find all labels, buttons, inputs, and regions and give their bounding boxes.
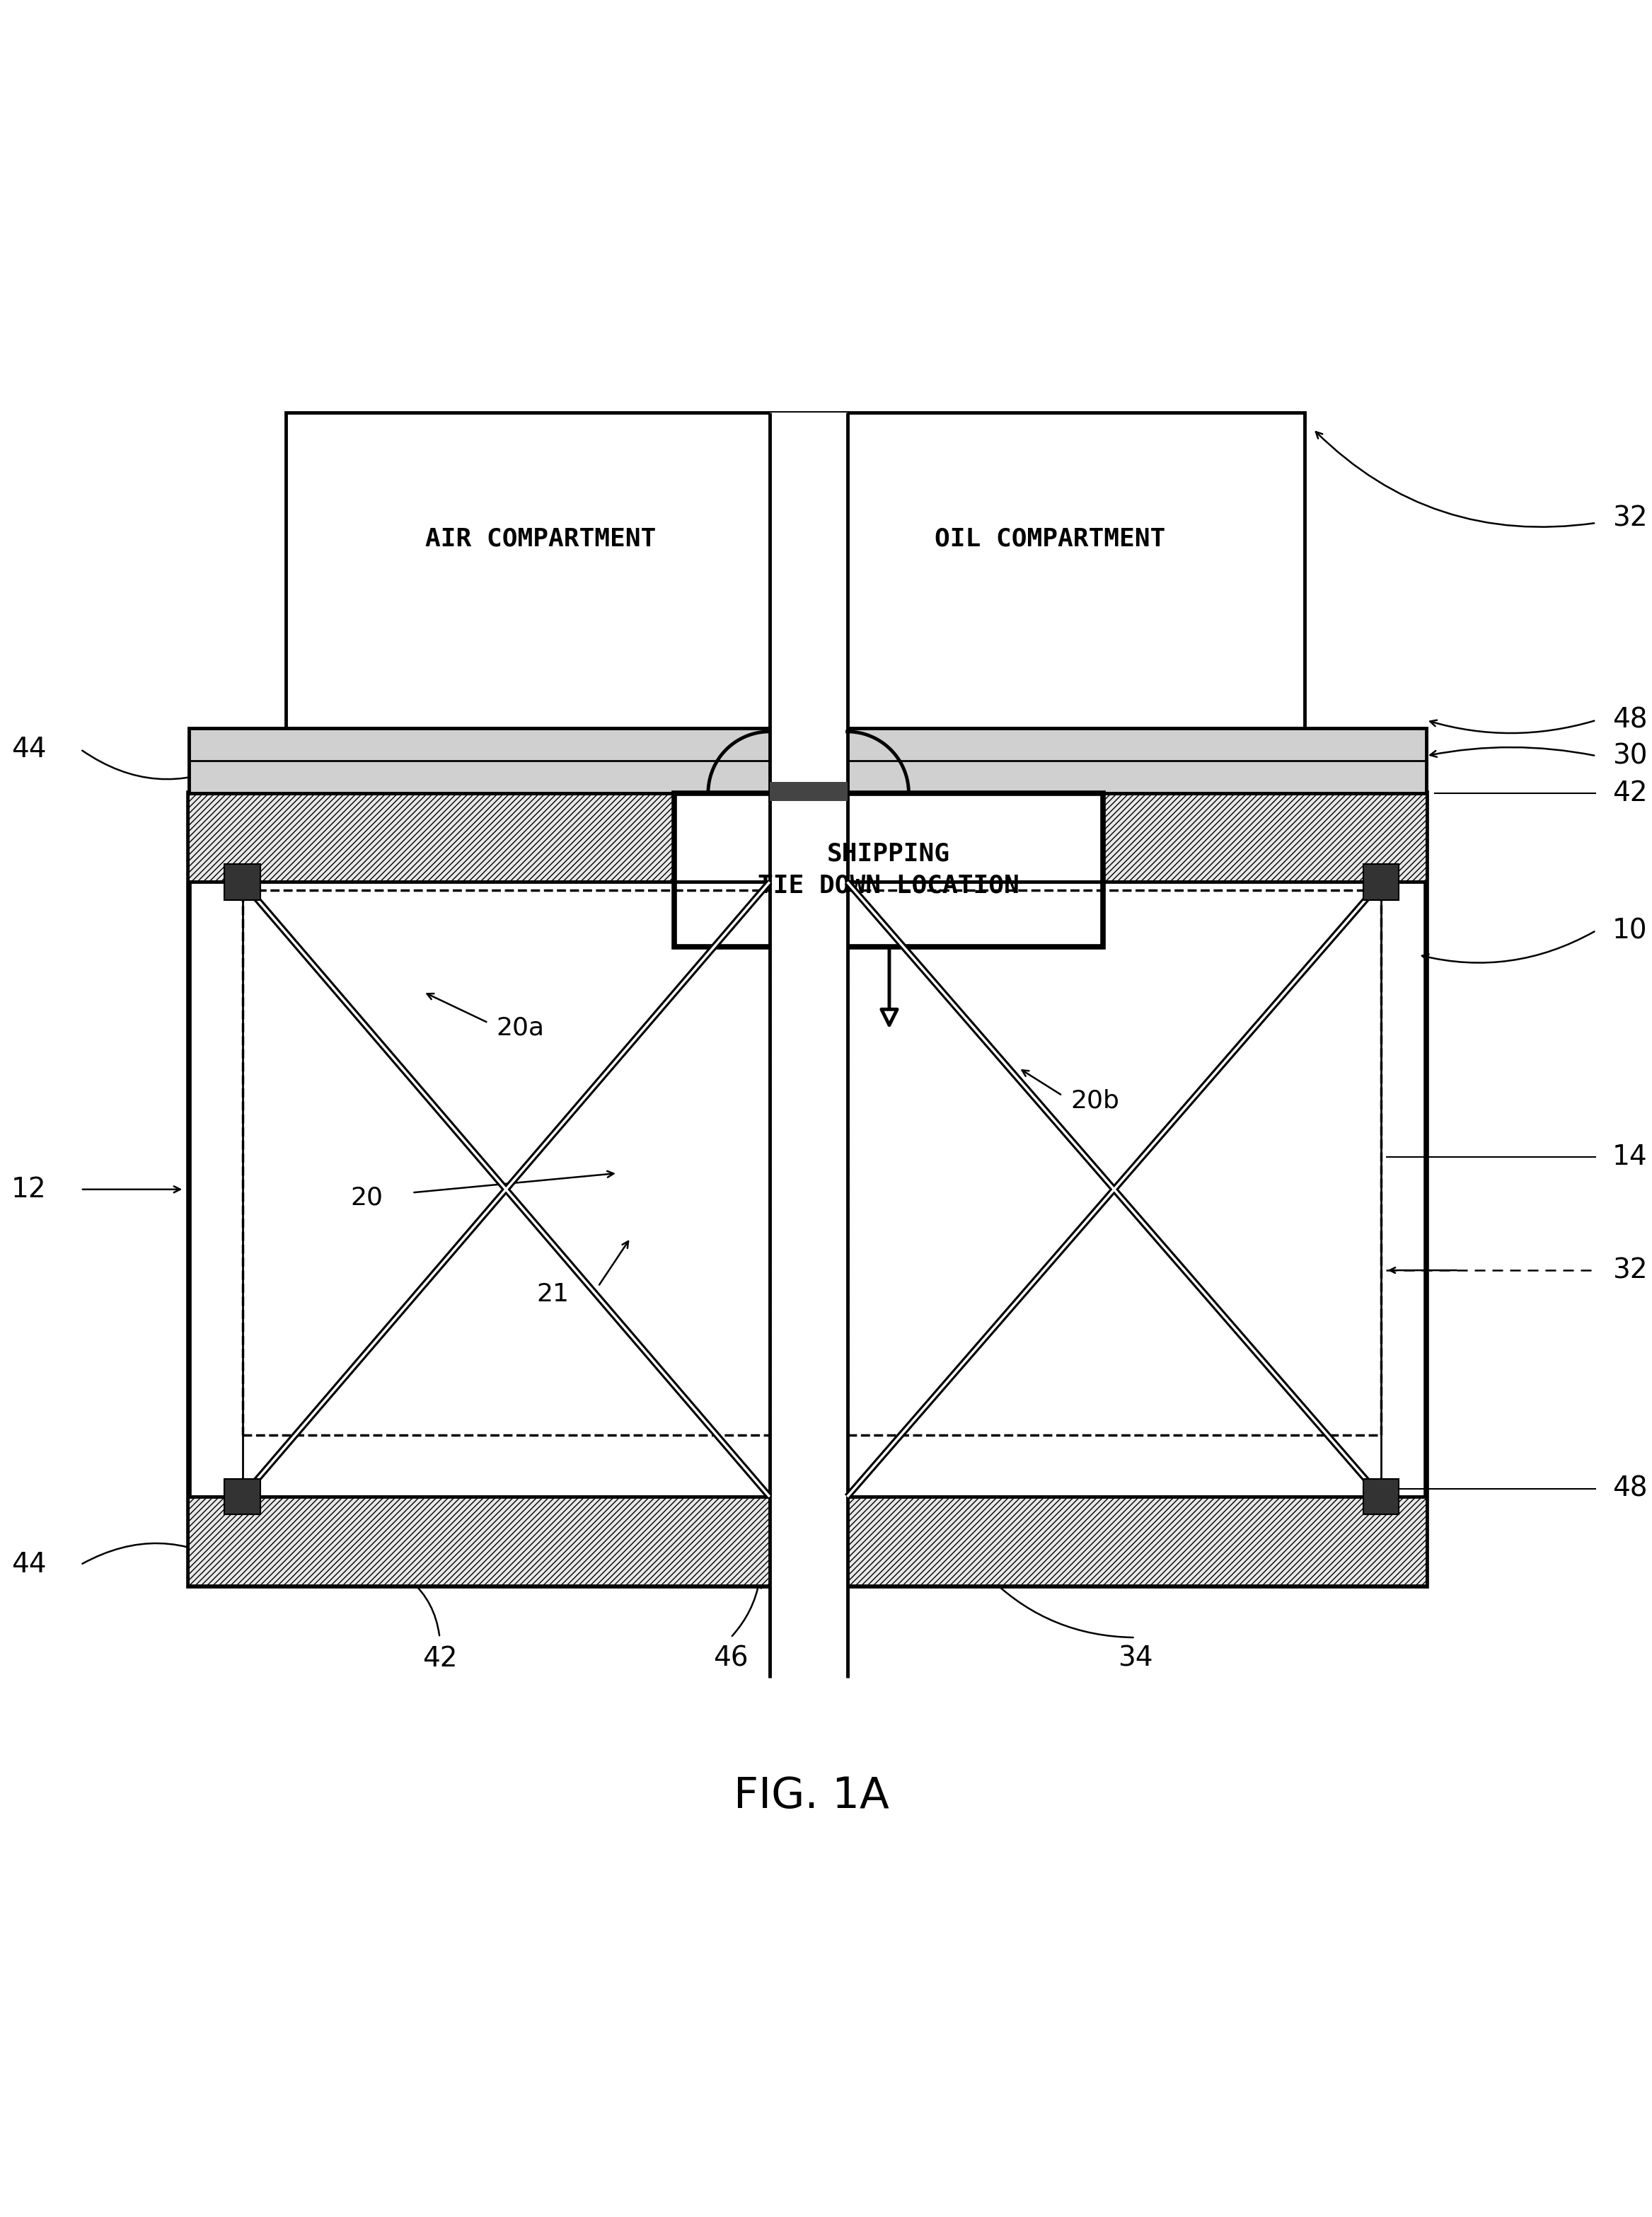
- Text: AIR COMPARTMENT: AIR COMPARTMENT: [425, 528, 656, 552]
- Bar: [286, 412, 1305, 729]
- Text: 44: 44: [12, 736, 46, 763]
- Bar: [225, 865, 259, 900]
- Text: 30: 30: [1612, 743, 1647, 769]
- Bar: [674, 794, 1104, 947]
- Bar: [770, 783, 847, 800]
- Text: 44: 44: [12, 1552, 46, 1579]
- Bar: [847, 889, 1381, 1434]
- Bar: [225, 1479, 259, 1514]
- Text: OIL COMPARTMENT: OIL COMPARTMENT: [935, 528, 1166, 552]
- Text: 12: 12: [12, 1175, 46, 1204]
- Text: 20: 20: [350, 1186, 383, 1210]
- Text: 20a: 20a: [496, 1015, 545, 1040]
- Bar: [188, 729, 1426, 794]
- Bar: [1363, 865, 1399, 900]
- Bar: [188, 794, 1426, 1585]
- Text: 32: 32: [1612, 505, 1647, 532]
- Bar: [1363, 1479, 1399, 1514]
- Text: 34: 34: [1118, 1645, 1153, 1672]
- Text: 32: 32: [1612, 1257, 1647, 1284]
- Text: 46: 46: [714, 1645, 748, 1672]
- Bar: [188, 794, 770, 882]
- Bar: [847, 794, 1426, 882]
- Text: 42: 42: [1612, 780, 1647, 807]
- Bar: [243, 889, 770, 1434]
- Bar: [188, 1496, 1426, 1585]
- Text: 48: 48: [1612, 707, 1647, 734]
- Text: FIG. 1A: FIG. 1A: [733, 1776, 889, 1818]
- Bar: [770, 412, 847, 1678]
- Text: SHIPPING
TIE DOWN LOCATION: SHIPPING TIE DOWN LOCATION: [758, 842, 1019, 898]
- Text: 46: 46: [487, 756, 522, 783]
- Text: 48: 48: [1612, 1474, 1647, 1503]
- Text: 42: 42: [423, 1645, 458, 1672]
- Text: 10: 10: [1612, 918, 1647, 944]
- Text: 20b: 20b: [1070, 1089, 1118, 1113]
- Text: 21: 21: [537, 1281, 570, 1306]
- Text: 14: 14: [1612, 1144, 1647, 1171]
